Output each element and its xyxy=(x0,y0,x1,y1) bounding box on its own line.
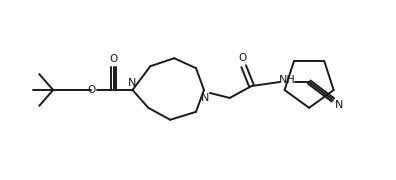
Text: O: O xyxy=(88,85,96,95)
Text: N: N xyxy=(201,93,209,103)
Text: O: O xyxy=(238,53,247,63)
Text: O: O xyxy=(110,54,118,64)
Text: N: N xyxy=(335,100,343,110)
Text: NH: NH xyxy=(279,75,296,85)
Text: N: N xyxy=(128,78,137,88)
